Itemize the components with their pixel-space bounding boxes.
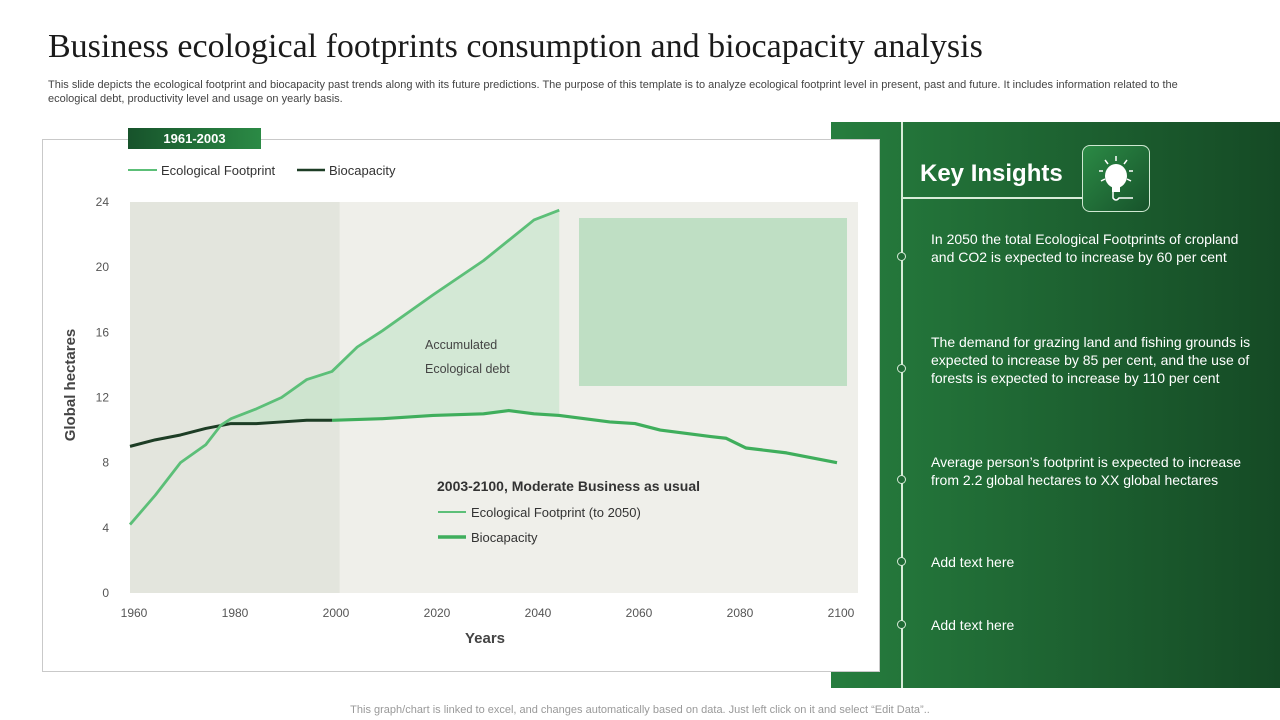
- timeline-dot: [897, 557, 906, 566]
- y-tick-label: 20: [96, 260, 110, 274]
- timeline-dot: [897, 620, 906, 629]
- x-tick-label: 2020: [424, 606, 451, 620]
- brain-lightbulb-icon: [1082, 145, 1150, 212]
- insight-item: The demand for grazing land and fishing …: [931, 334, 1251, 386]
- legend-label: Biocapacity: [329, 163, 396, 178]
- x-tick-label: 2060: [626, 606, 653, 620]
- insight-item: In 2050 the total Ecological Footprints …: [931, 231, 1239, 265]
- placeholder-box: [579, 218, 847, 386]
- insights-panel: [831, 122, 1280, 688]
- y-tick-label: 24: [96, 195, 110, 209]
- x-tick-label: 2040: [525, 606, 552, 620]
- period-label: 1961-2003: [128, 128, 261, 149]
- ecological-footprint-line: [128, 208, 560, 526]
- timeline-line: [901, 122, 903, 688]
- chart[interactable]: 0 4 8 12 16 20 24 1960 1980 2000 2020 2040 2060 2080 2…: [0, 0, 880, 690]
- x-tick-label: 2000: [323, 606, 350, 620]
- insight-item: Average person’s footprint is expected t…: [931, 454, 1242, 488]
- ecological-debt-area: [220, 210, 560, 426]
- x-tick-label: 2080: [727, 606, 754, 620]
- biocapacity-historic-line: [129, 418, 332, 448]
- y-axis-label: Global hectares: [62, 329, 79, 442]
- annotation-text: Accumulated: [425, 338, 497, 352]
- scenario-title: 2003-2100, Moderate Business as usual: [437, 478, 700, 494]
- insights-divider: [903, 197, 1083, 199]
- y-tick-label: 16: [96, 325, 110, 339]
- x-tick-label: 1980: [222, 606, 249, 620]
- legend-label: Ecological Footprint (to 2050): [471, 505, 641, 520]
- y-tick-label: 4: [102, 521, 109, 535]
- timeline-dot: [897, 364, 906, 373]
- footer-note: This graph/chart is linked to excel, and…: [350, 704, 930, 716]
- x-tick-label: 2100: [828, 606, 855, 620]
- x-tick-label: 1960: [121, 606, 148, 620]
- y-tick-label: 8: [102, 456, 109, 470]
- x-axis-label: Years: [465, 630, 505, 647]
- page-title: Business ecological footprints consumpti…: [48, 28, 983, 65]
- timeline-dot: [897, 475, 906, 484]
- legend-label: Ecological Footprint: [161, 163, 276, 178]
- timeline-dot: [897, 252, 906, 261]
- annotation-text: Ecological debt: [425, 362, 510, 376]
- insight-item: Add text here: [931, 554, 1015, 570]
- biocapacity-future-line: [331, 408, 838, 465]
- insight-item: Add text here: [931, 617, 1015, 633]
- y-tick-label: 12: [96, 391, 110, 405]
- insights-title: Key Insights: [920, 160, 1063, 187]
- legend-label: Biocapacity: [471, 530, 538, 545]
- page-description: This slide depicts the ecological footpr…: [48, 79, 1178, 105]
- y-tick-label: 0: [102, 586, 109, 600]
